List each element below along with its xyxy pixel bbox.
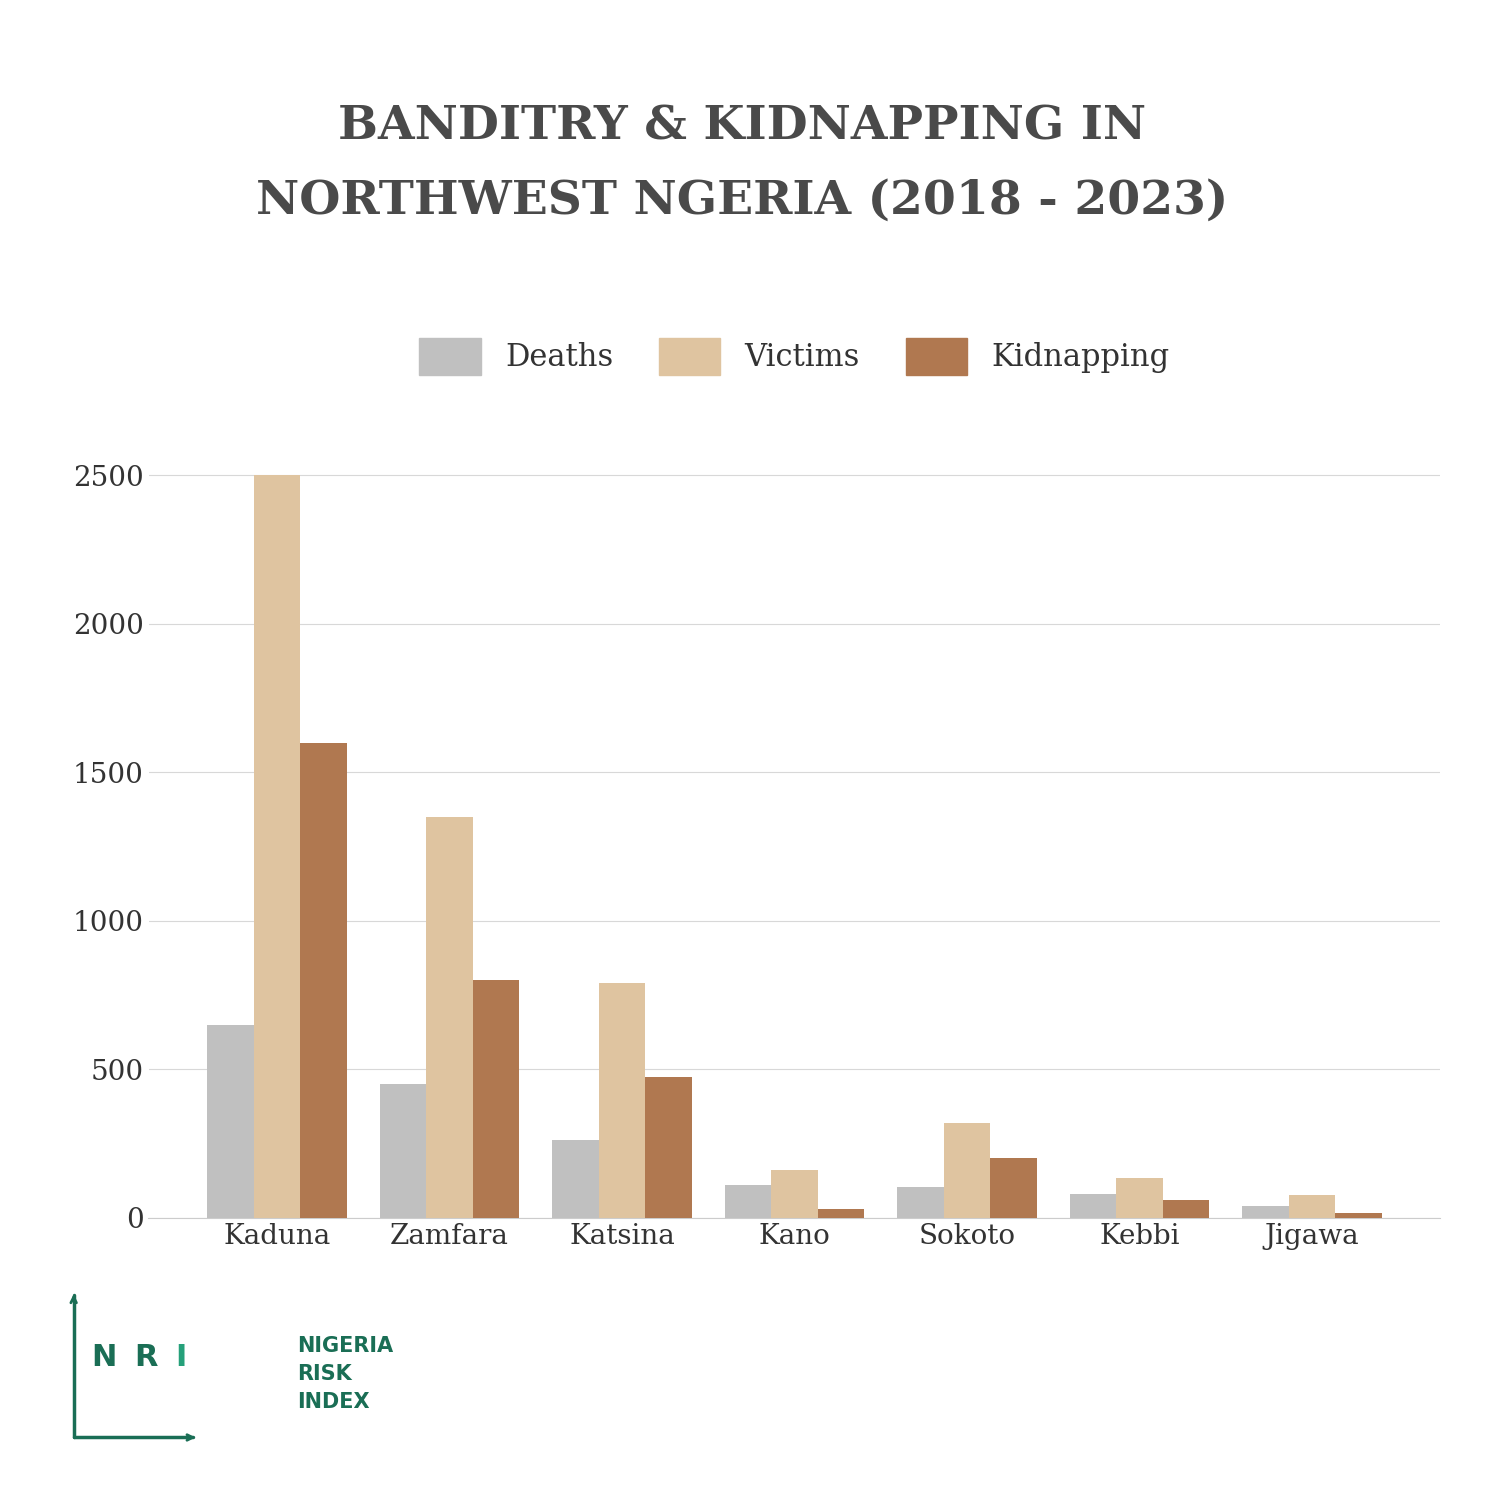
Text: R: R	[134, 1342, 157, 1372]
Bar	[1335, 1213, 1381, 1218]
Bar	[598, 983, 646, 1218]
Bar	[208, 1025, 254, 1218]
Text: NORTHWEST NGERIA (2018 - 2023): NORTHWEST NGERIA (2018 - 2023)	[257, 178, 1228, 223]
Text: NIGERIA
RISK
INDEX: NIGERIA RISK INDEX	[297, 1335, 394, 1412]
Text: I: I	[175, 1342, 187, 1372]
Bar	[1069, 1194, 1117, 1218]
Bar	[1117, 1178, 1163, 1218]
Bar	[725, 1185, 771, 1218]
Bar	[1241, 1206, 1289, 1218]
Text: N: N	[92, 1342, 117, 1372]
Bar	[426, 817, 472, 1218]
Bar	[897, 1187, 943, 1218]
Bar	[818, 1209, 864, 1218]
Bar	[380, 1084, 426, 1218]
Bar	[552, 1140, 598, 1218]
Bar	[771, 1170, 818, 1218]
Bar	[943, 1123, 990, 1218]
Bar	[1289, 1195, 1335, 1218]
Bar	[1163, 1200, 1209, 1218]
Bar	[646, 1077, 692, 1218]
Bar	[990, 1158, 1037, 1218]
Text: BANDITRY & KIDNAPPING IN: BANDITRY & KIDNAPPING IN	[339, 104, 1146, 148]
Legend: Deaths, Victims, Kidnapping: Deaths, Victims, Kidnapping	[419, 337, 1170, 376]
Bar	[472, 980, 520, 1218]
Bar	[254, 475, 300, 1218]
Bar	[300, 742, 347, 1218]
